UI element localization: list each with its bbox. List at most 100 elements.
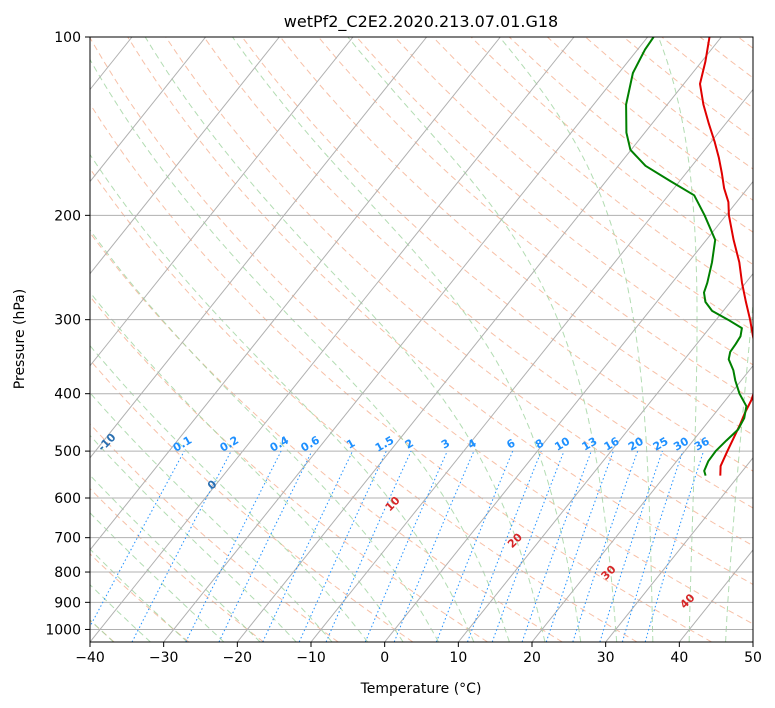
moist-adiabat-line bbox=[90, 512, 225, 642]
dry-adiabat-label: -20 bbox=[0, 388, 23, 411]
mixing-ratio-line bbox=[325, 450, 412, 642]
dry-adiabat-line bbox=[90, 295, 488, 642]
x-tick-label: 30 bbox=[597, 650, 615, 666]
mixing-ratio-line bbox=[218, 450, 313, 642]
dry-adiabat-line bbox=[241, 37, 753, 472]
moist-adiabat-line bbox=[658, 37, 698, 642]
y-tick-label: 700 bbox=[54, 531, 81, 547]
dry-adiabat-line bbox=[394, 37, 753, 332]
chart-title: wetPf2_C2E2.2020.213.07.01.G18 bbox=[284, 12, 558, 32]
y-axis: 100 200 300 400 500 600 700 800 900 1000 bbox=[45, 30, 90, 638]
y-tick-label: 300 bbox=[54, 313, 81, 329]
x-axis-label: Temperature (°C) bbox=[360, 681, 482, 697]
y-tick-label: 600 bbox=[54, 491, 81, 507]
moist-adiabat-line bbox=[90, 344, 369, 642]
dry-adiabat-line bbox=[585, 37, 753, 170]
moist-adiabat-line bbox=[90, 153, 475, 642]
y-axis-label: Pressure (hPa) bbox=[12, 289, 28, 389]
x-tick-label: 40 bbox=[670, 650, 688, 666]
isotherm-line bbox=[163, 37, 649, 642]
dry-adiabat-line bbox=[318, 37, 753, 401]
dewpoint-line bbox=[625, 37, 748, 476]
isotherm-line bbox=[90, 37, 207, 183]
x-axis: −40 −30 −20 −10 0 10 20 30 40 50 bbox=[75, 642, 762, 666]
dry-adiabat-line bbox=[127, 37, 753, 586]
isotherm-line bbox=[605, 457, 753, 642]
isotherm-line bbox=[90, 37, 575, 642]
moist-adiabat-line bbox=[347, 37, 618, 642]
dry-adiabat-line bbox=[203, 37, 753, 509]
dry-adiabat-line bbox=[90, 487, 264, 642]
y-tick-label: 500 bbox=[54, 444, 81, 460]
isotherm-line bbox=[90, 37, 501, 551]
dry-adiabat-line bbox=[165, 37, 753, 547]
x-tick-label: −40 bbox=[75, 650, 105, 666]
y-tick-label: 400 bbox=[54, 387, 81, 403]
moist-adiabat-line bbox=[232, 37, 582, 642]
mixing-ratio-line bbox=[435, 450, 514, 642]
y-tick-label: 200 bbox=[54, 208, 81, 224]
isotherm-line bbox=[90, 37, 280, 275]
dry-adiabat-line bbox=[90, 553, 190, 642]
moist-adiabat-line bbox=[90, 291, 404, 642]
mixing-ratio-label: 2 bbox=[403, 437, 416, 452]
dry-adiabat-line bbox=[90, 167, 638, 642]
moist-adiabat-label: 30 bbox=[599, 563, 619, 583]
mixing-ratio-label: 8 bbox=[533, 437, 546, 452]
mixing-ratio-line bbox=[572, 450, 639, 642]
y-tick-label: 800 bbox=[54, 565, 81, 581]
mixing-ratio-label: 3 bbox=[439, 437, 452, 452]
mixing-ratio-line bbox=[599, 450, 663, 642]
mixing-ratio-line bbox=[545, 450, 614, 642]
isotherm-line bbox=[678, 549, 753, 642]
mixing-ratio-label: 4 bbox=[466, 436, 479, 451]
y-tick-label: 1000 bbox=[45, 622, 81, 638]
mixing-ratio-line bbox=[644, 450, 705, 642]
moist-adiabat-line bbox=[90, 434, 297, 642]
isotherm-line bbox=[384, 180, 753, 642]
isotherm-line bbox=[90, 37, 354, 367]
dry-adiabat-line bbox=[90, 103, 712, 642]
mixing-ratio-line bbox=[491, 450, 565, 642]
mixing-ratio-line bbox=[262, 450, 353, 642]
temperature-line bbox=[699, 37, 753, 476]
plot-frame bbox=[89, 36, 754, 643]
moist-adiabat-line bbox=[144, 37, 546, 642]
dry-adiabat-line bbox=[470, 37, 753, 266]
dry-adiabat-line bbox=[737, 37, 753, 49]
moist-adiabat-line bbox=[90, 584, 151, 642]
moist-adiabat-label: 40 bbox=[677, 591, 697, 611]
dry-adiabat-label: 0 bbox=[205, 477, 220, 492]
mixing-ratio-line bbox=[393, 450, 475, 642]
moist-adiabat-line bbox=[90, 474, 261, 642]
mixing-ratio-label: 6 bbox=[504, 436, 517, 451]
dry-adiabat-line bbox=[547, 37, 753, 201]
moist-adiabat-line bbox=[725, 299, 753, 642]
isotherm-line bbox=[236, 37, 722, 642]
moist-adiabat-line bbox=[499, 37, 654, 642]
moist-adiabat-line bbox=[90, 58, 510, 642]
isotherm-line bbox=[310, 88, 753, 642]
mixing-ratio-line bbox=[364, 450, 448, 642]
mixing-ratio-line bbox=[621, 450, 684, 642]
dry-adiabat-line bbox=[90, 423, 339, 642]
dry-adiabat-line bbox=[432, 37, 753, 298]
mixing-ratio-line bbox=[467, 450, 542, 642]
x-tick-label: −20 bbox=[223, 650, 253, 666]
y-tick-label: 900 bbox=[54, 595, 81, 611]
moist-adiabat-line bbox=[90, 548, 188, 642]
isotherm-line bbox=[0, 37, 58, 642]
y-tick-label: 100 bbox=[54, 30, 81, 46]
sounding-series bbox=[625, 37, 753, 476]
moist-adiabat-label: 10 bbox=[383, 494, 403, 514]
moist-adiabat-label: 20 bbox=[505, 530, 525, 550]
dry-adiabat-line bbox=[90, 231, 563, 642]
isotherm-line bbox=[457, 272, 753, 642]
mixing-ratio-line bbox=[90, 450, 185, 628]
mixing-ratio-line bbox=[185, 450, 282, 642]
x-tick-label: −10 bbox=[296, 650, 326, 666]
dry-adiabat-line bbox=[356, 37, 753, 366]
mixing-ratio-line bbox=[521, 450, 592, 642]
x-tick-label: 20 bbox=[523, 650, 541, 666]
